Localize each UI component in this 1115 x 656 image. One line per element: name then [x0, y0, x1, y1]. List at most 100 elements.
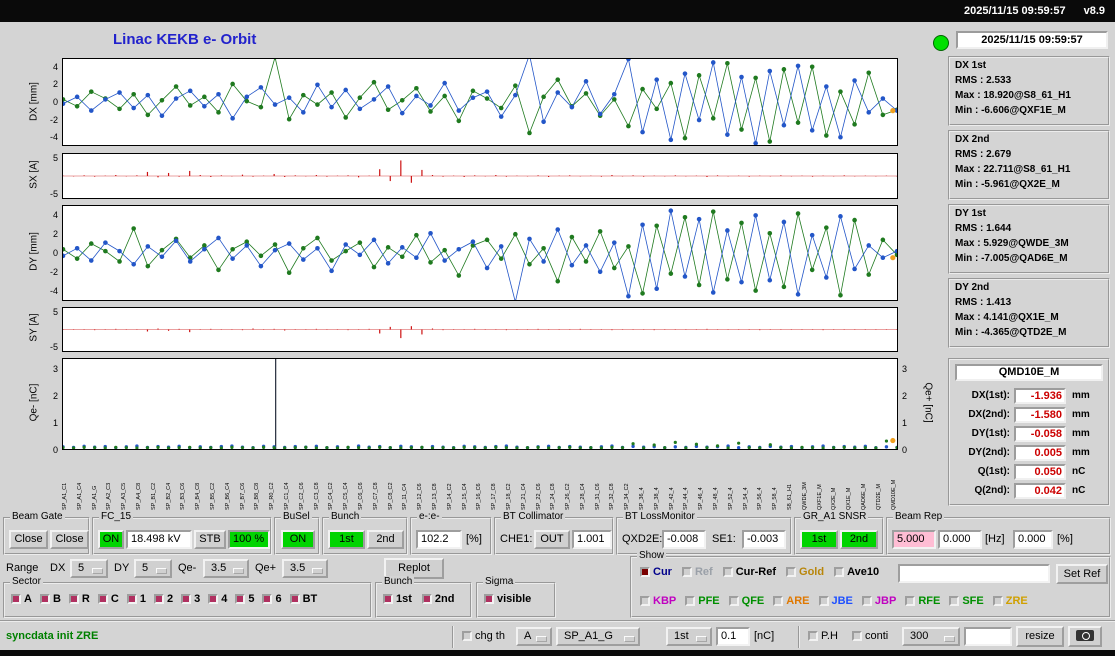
checkbox-1st[interactable]: 1st — [383, 593, 412, 605]
checkbox-cur-ref[interactable]: Cur-Ref — [722, 566, 776, 578]
range-qep-optionmenu[interactable]: 3.5 — [282, 559, 328, 578]
monitor-row-value: -1.580 — [1014, 407, 1066, 423]
checkbox-label: Ref — [694, 566, 713, 578]
ph-checkbox[interactable]: P.H — [808, 630, 838, 642]
beam-gate-close-button-1[interactable]: Close — [9, 530, 48, 549]
checkbox-b[interactable]: B — [39, 593, 61, 605]
busel-title: BuSel — [281, 511, 312, 523]
y-tick-label: 5 — [52, 153, 58, 164]
sector-optionmenu[interactable]: A — [516, 627, 552, 646]
checkbox-2[interactable]: 2 — [153, 593, 173, 605]
separator — [798, 626, 800, 648]
y-tick-label: 0 — [52, 97, 58, 107]
checkbox-jbp[interactable]: JBP — [861, 595, 896, 607]
se1-label: SE1: — [712, 533, 736, 545]
stat-rms: RMS : 1.413 — [955, 297, 1012, 308]
checkbox-2nd[interactable]: 2nd — [421, 593, 455, 605]
sigma-title: Sigma — [483, 576, 516, 588]
stat-rms: RMS : 1.644 — [955, 223, 1012, 234]
checkbox-kbp[interactable]: KBP — [640, 595, 676, 607]
y-tick-label: 5 — [52, 307, 58, 318]
range-dy-optionmenu[interactable]: 5 — [134, 559, 172, 578]
resize-button[interactable]: resize — [1016, 626, 1064, 647]
beam-rep-pct-unit: [%] — [1057, 533, 1073, 545]
sx-steering-plot — [62, 153, 898, 199]
ref-name-input[interactable] — [898, 564, 1050, 583]
checkbox-cur[interactable]: Cur — [640, 566, 672, 578]
sigma-checkboxes: visible — [484, 593, 531, 605]
checkbox-jbe[interactable]: JBE — [818, 595, 853, 607]
y-tick-label: 3 — [902, 363, 908, 374]
x-axis-label: SP_13_C8 — [431, 483, 438, 510]
checkbox-rfe[interactable]: RFE — [905, 595, 940, 607]
spare-display — [964, 627, 1012, 646]
checkbox-4[interactable]: 4 — [208, 593, 227, 605]
fc15-on-button[interactable]: ON — [98, 530, 124, 549]
checkbox-gold[interactable]: Gold — [786, 566, 824, 578]
page-title: Linac KEKB e- Orbit — [113, 31, 257, 48]
stat-max: Max : 4.141@QX1E_M — [955, 312, 1059, 323]
checkbox-5[interactable]: 5 — [235, 593, 254, 605]
checkbox-a[interactable]: A — [11, 593, 32, 605]
che1-out-button[interactable]: OUT — [534, 530, 570, 549]
monitor-optionmenu[interactable]: SP_A1_G — [556, 627, 640, 646]
checkbox-label: PFE — [698, 595, 720, 607]
y-tick-label: -2 — [49, 114, 58, 125]
conti-label: conti — [865, 630, 889, 642]
checkbox-box — [421, 594, 432, 604]
checkbox-label: 2nd — [434, 593, 455, 605]
monitor-row: Q(1st): 0.050 nC — [950, 464, 1108, 482]
gr-a1-1st-button[interactable]: 1st — [800, 530, 838, 549]
checkbox-1[interactable]: 1 — [126, 593, 146, 605]
x-axis-label: SP_24_C8 — [550, 483, 557, 510]
x-axis-label: SP_26_C2 — [565, 483, 572, 510]
checkbox-are[interactable]: ARE — [773, 595, 810, 607]
checkbox-visible[interactable]: visible — [484, 593, 531, 605]
checkbox-label: BT — [302, 593, 318, 605]
bunch-2nd-button[interactable]: 2nd — [367, 530, 404, 549]
checkbox-r[interactable]: R — [68, 593, 90, 605]
x-axis-label: SP_42_4 — [668, 487, 675, 510]
gr-a1-2nd-button[interactable]: 2nd — [840, 530, 878, 549]
busel-on-button[interactable]: ON — [281, 530, 315, 549]
fc15-stb-button[interactable]: STB — [194, 530, 226, 549]
checkbox-qfe[interactable]: QFE — [728, 595, 764, 607]
x-axis-label: SP_38_4 — [653, 487, 660, 510]
x-axis-label: SP_B4_C8 — [195, 482, 202, 510]
stat-min: Min : -6.606@QXF1E_M — [955, 105, 1066, 116]
checkbox-3[interactable]: 3 — [181, 593, 200, 605]
range-dx-optionmenu[interactable]: 5 — [70, 559, 108, 578]
checkbox-c[interactable]: C — [97, 593, 119, 605]
x-axis-label: SP_C5_C4 — [343, 482, 350, 510]
x-axis-label: QAD6E_M — [861, 483, 868, 510]
sigma-group: Sigma visible — [476, 576, 556, 618]
bunch-optionmenu[interactable]: 1st — [666, 627, 712, 646]
checkbox-ave10[interactable]: Ave10 — [834, 566, 879, 578]
sector-checkboxes: A B R C 1 2 3 4 5 6 BT — [11, 593, 317, 605]
checkbox-box — [235, 594, 246, 604]
screenshot-button[interactable] — [1068, 626, 1102, 647]
bunch-1st-button[interactable]: 1st — [328, 530, 365, 549]
checkbox-6[interactable]: 6 — [262, 593, 282, 605]
beam-gate-close-button-2[interactable]: Close — [50, 530, 89, 549]
interval-optionmenu[interactable]: 300 — [902, 627, 960, 646]
stat-max: Max : 18.920@S8_61_H1 — [955, 90, 1071, 101]
x-axis-label: SP_52_4 — [727, 487, 734, 510]
stat-min: Min : -5.961@QX2E_M — [955, 179, 1060, 190]
checkbox-zre[interactable]: ZRE — [992, 595, 1028, 607]
range-qem-optionmenu[interactable]: 3.5 — [203, 559, 249, 578]
set-ref-button[interactable]: Set Ref — [1056, 564, 1108, 584]
monitor-row-unit: nC — [1072, 485, 1086, 496]
monitor-row-label: Q(2nd): — [974, 485, 1010, 496]
checkbox-box — [97, 594, 108, 604]
conti-checkbox[interactable]: conti — [852, 630, 888, 642]
checkbox-ref[interactable]: Ref — [681, 566, 713, 578]
x-axis-label: SP_B5_C2 — [209, 482, 216, 510]
checkbox-bt[interactable]: BT — [289, 593, 318, 605]
checkbox-pfe[interactable]: PFE — [685, 595, 720, 607]
qe-chart-row: 3 2 1 0 3 2 1 0 — [53, 358, 907, 455]
chg-th-checkbox[interactable]: chg th — [462, 630, 505, 642]
nc-unit-label: [nC] — [754, 630, 775, 642]
y-tick-label: 2 — [902, 390, 908, 401]
checkbox-sfe[interactable]: SFE — [949, 595, 984, 607]
